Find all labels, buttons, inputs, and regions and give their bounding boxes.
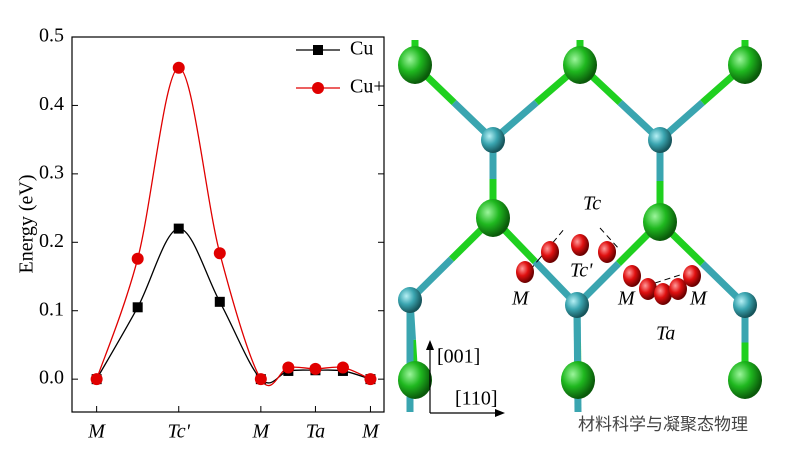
data-point bbox=[90, 373, 103, 386]
data-point bbox=[254, 373, 267, 386]
site-label: Tc bbox=[583, 193, 601, 215]
x-tick-label: M bbox=[252, 421, 271, 443]
cu-site bbox=[623, 265, 641, 287]
atom bbox=[728, 361, 762, 399]
y-tick-label: 0.0 bbox=[39, 367, 64, 389]
atom bbox=[398, 287, 422, 313]
watermark: 材料科学与凝聚态物理 bbox=[578, 415, 748, 435]
y-tick-label: 0.5 bbox=[39, 25, 64, 47]
y-tick-label: 0.1 bbox=[39, 298, 64, 320]
cu-site bbox=[541, 241, 559, 263]
data-point bbox=[132, 302, 143, 313]
atom bbox=[733, 292, 757, 318]
atom bbox=[481, 127, 505, 153]
series-line bbox=[96, 227, 371, 384]
plot-frame bbox=[71, 36, 385, 413]
site-label: M bbox=[511, 288, 530, 310]
site-label: Tc' bbox=[570, 260, 593, 282]
x-tick-label: M bbox=[87, 421, 106, 443]
legend-marker bbox=[313, 45, 323, 55]
cu-site bbox=[598, 241, 616, 263]
cu-site bbox=[571, 234, 589, 256]
series-line bbox=[96, 67, 371, 387]
legend-label: Cu bbox=[350, 38, 373, 60]
structure-drawing bbox=[398, 40, 762, 412]
data-point bbox=[282, 361, 295, 374]
cu-site bbox=[639, 278, 657, 300]
path-guide bbox=[539, 227, 566, 259]
axis-label: [001] bbox=[437, 346, 480, 368]
x-tick-label: Tc' bbox=[168, 421, 191, 443]
x-tick-label: M bbox=[361, 421, 380, 443]
data-point bbox=[336, 361, 349, 374]
legend-label: Cu+ bbox=[350, 76, 385, 98]
data-point bbox=[131, 252, 144, 265]
site-label: M bbox=[689, 288, 708, 310]
atom bbox=[561, 361, 595, 399]
cu-site bbox=[516, 261, 534, 283]
x-tick-label: Ta bbox=[306, 421, 325, 443]
data-point bbox=[214, 296, 225, 307]
data-point bbox=[309, 362, 322, 375]
data-point bbox=[172, 61, 185, 74]
y-tick-label: 0.4 bbox=[39, 93, 64, 115]
data-point bbox=[364, 373, 377, 386]
atom bbox=[565, 292, 589, 318]
path-guide bbox=[654, 274, 681, 284]
y-axis-label: Energy (eV) bbox=[16, 174, 38, 273]
y-tick-label: 0.2 bbox=[39, 230, 64, 252]
arrow-head bbox=[426, 340, 434, 350]
atom bbox=[398, 46, 432, 84]
cu-site bbox=[669, 278, 687, 300]
atom bbox=[648, 127, 672, 153]
energy-chart: Energy (eV) 0.0 0.1 0.2 0.3 0.4 0.5 M Tc' M Ta M Cu… bbox=[16, 25, 385, 443]
atom bbox=[728, 46, 762, 84]
data-point bbox=[213, 247, 226, 260]
cu-site bbox=[654, 283, 672, 305]
atom bbox=[563, 46, 597, 84]
site-label: M bbox=[617, 288, 636, 310]
arrow-head bbox=[495, 409, 505, 417]
path-guide bbox=[599, 227, 621, 251]
axis-label: [110] bbox=[455, 388, 498, 410]
atomic-structure: [001] [110] Tc Tc' M M M Ta 材料科学与凝聚态物理 bbox=[398, 40, 762, 435]
legend-marker bbox=[312, 82, 324, 94]
cu-site bbox=[683, 265, 701, 287]
data-point bbox=[173, 223, 184, 234]
site-label: Ta bbox=[656, 323, 675, 345]
atom bbox=[643, 203, 677, 241]
y-tick-label: 0.3 bbox=[39, 161, 64, 183]
atom bbox=[476, 199, 510, 237]
atom bbox=[398, 361, 432, 399]
